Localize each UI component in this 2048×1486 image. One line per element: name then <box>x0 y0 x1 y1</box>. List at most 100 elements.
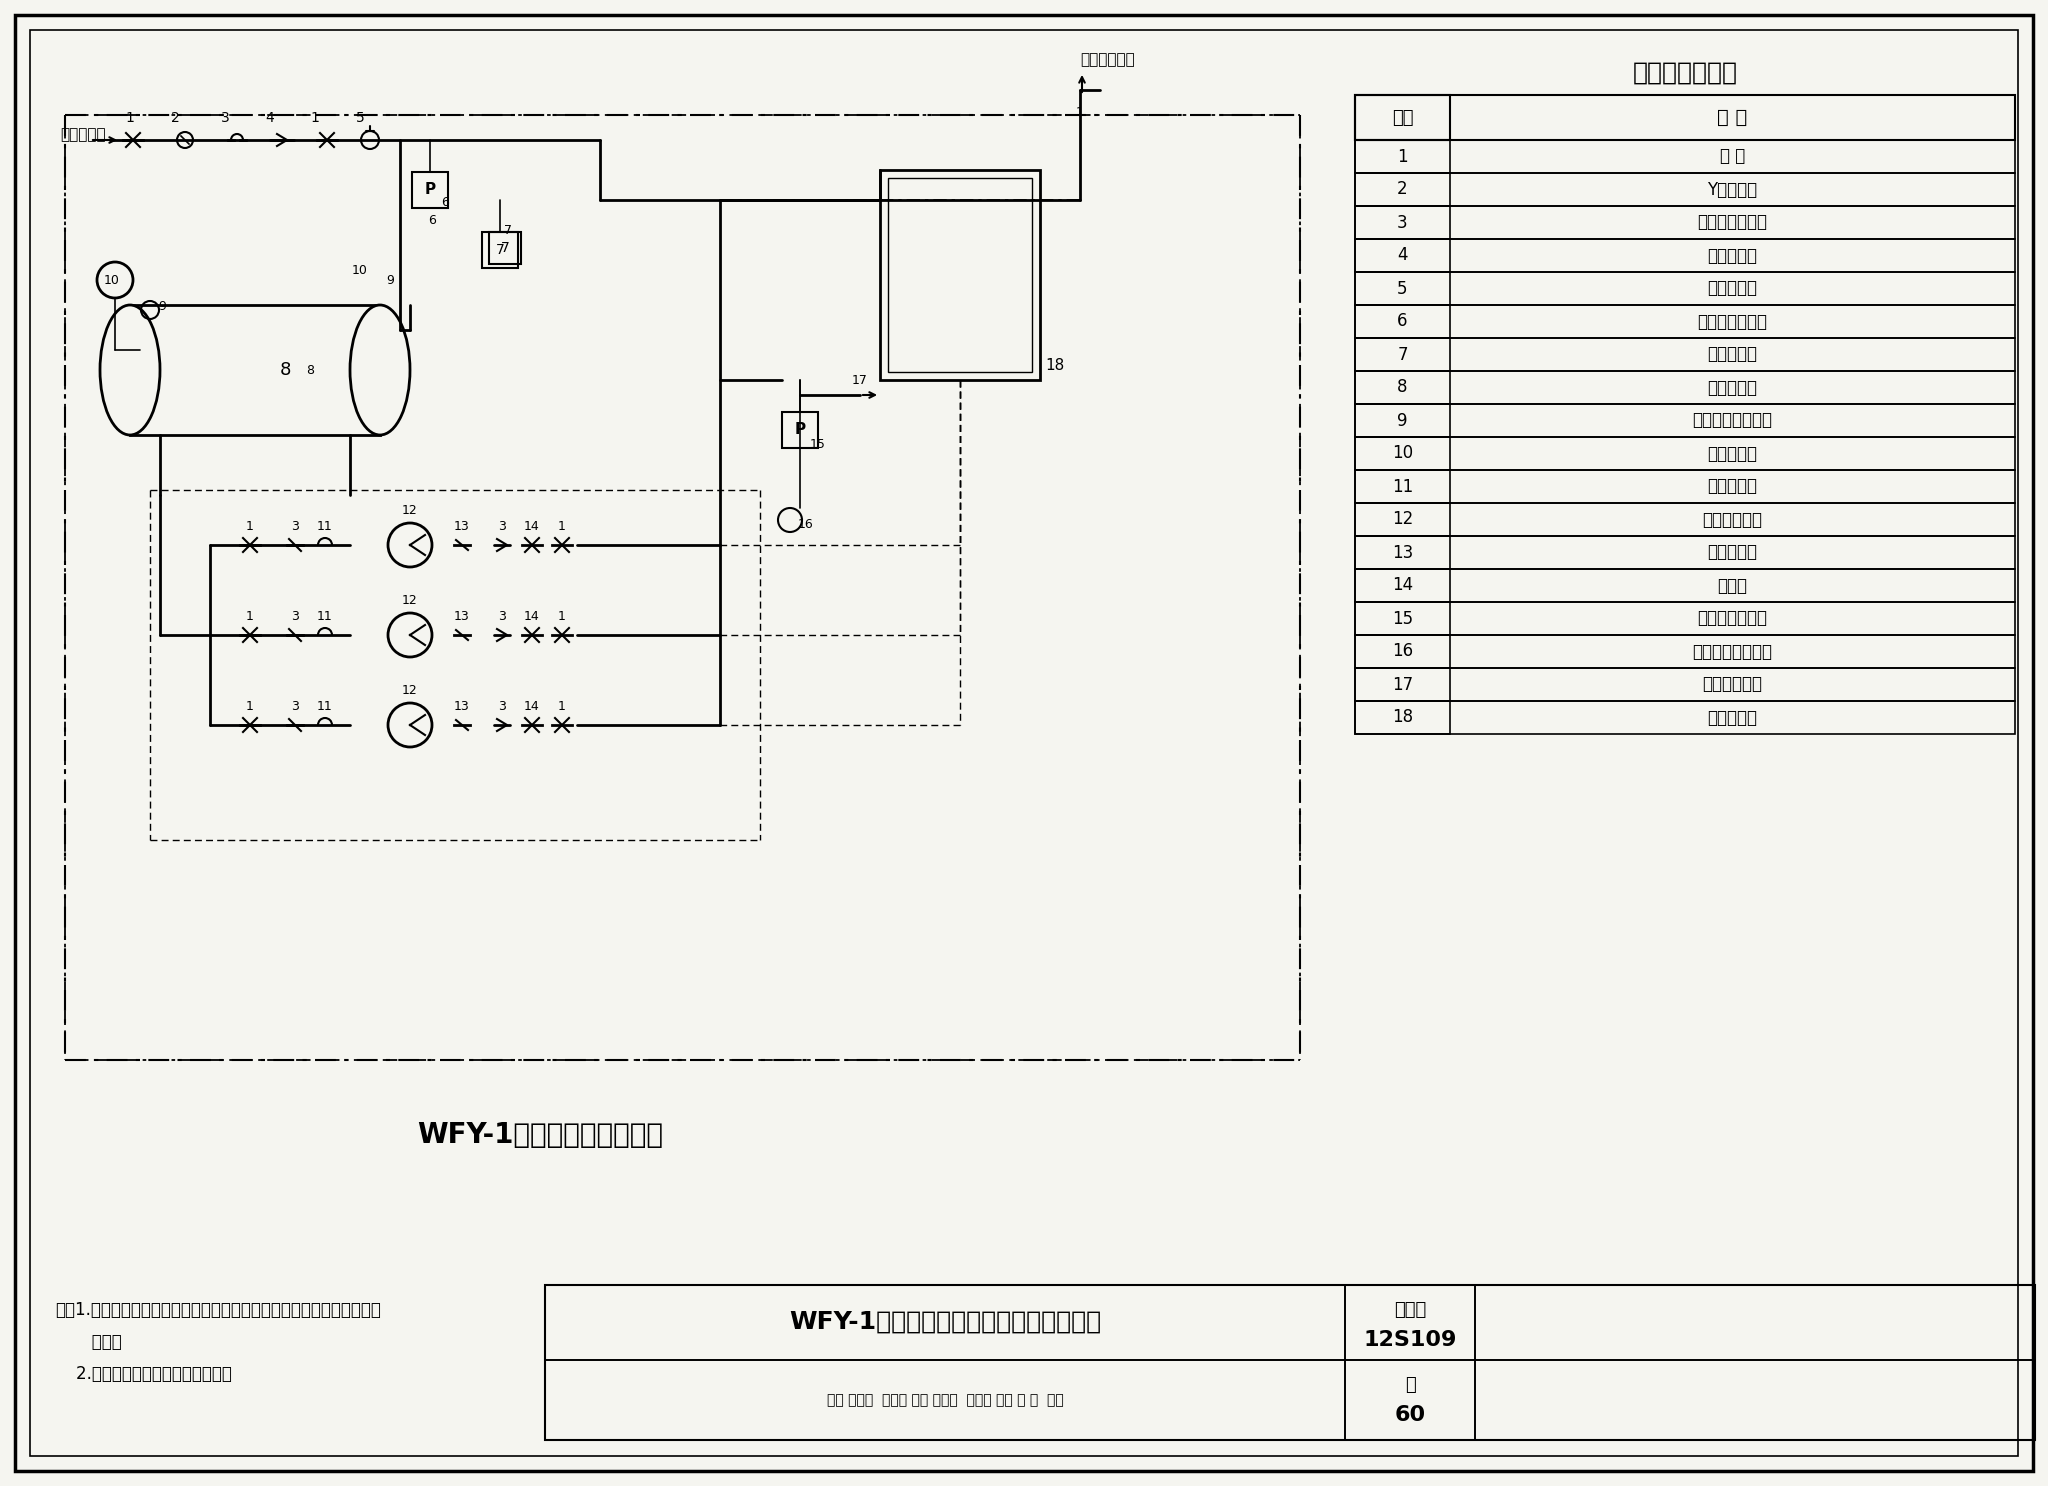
Text: 3: 3 <box>1397 214 1407 232</box>
Bar <box>1475 1285 2036 1360</box>
Text: 1: 1 <box>557 520 565 533</box>
Text: 13: 13 <box>455 520 469 533</box>
Text: 10: 10 <box>104 273 121 287</box>
Bar <box>1346 1285 1475 1360</box>
Text: 1: 1 <box>246 700 254 713</box>
Text: 1: 1 <box>557 700 565 713</box>
Bar <box>1356 305 2015 337</box>
Text: 进水压力传感器: 进水压力传感器 <box>1698 312 1767 330</box>
Bar <box>1356 404 1450 437</box>
Bar <box>1356 372 1450 404</box>
Bar <box>1356 470 2015 502</box>
Ellipse shape <box>350 305 410 435</box>
Text: 8: 8 <box>305 364 313 376</box>
Text: 止回阀: 止回阀 <box>1718 577 1747 594</box>
Bar <box>1356 635 2015 669</box>
Text: 6: 6 <box>1397 312 1407 330</box>
Bar <box>545 1285 2036 1440</box>
Text: 预留消毒接口: 预留消毒接口 <box>1702 676 1763 694</box>
Text: 出水压力传感器: 出水压力传感器 <box>1698 609 1767 627</box>
Bar <box>1356 669 1450 701</box>
Text: 就地压力表: 就地压力表 <box>1708 279 1757 297</box>
Text: 2: 2 <box>170 111 180 125</box>
Text: 14: 14 <box>524 700 541 713</box>
Bar <box>1356 437 1450 470</box>
Text: 11: 11 <box>1393 477 1413 495</box>
Text: 偏心异径管: 偏心异径管 <box>1708 477 1757 495</box>
Text: 12: 12 <box>1393 511 1413 529</box>
Text: Y型过滤器: Y型过滤器 <box>1708 180 1757 199</box>
Text: 13: 13 <box>455 700 469 713</box>
Bar <box>1356 701 2015 734</box>
Text: 3: 3 <box>498 520 506 533</box>
Text: 11: 11 <box>317 700 334 713</box>
Text: 9: 9 <box>158 300 166 312</box>
Text: 13: 13 <box>1393 544 1413 562</box>
Bar <box>1356 337 1450 372</box>
Bar <box>1356 239 2015 272</box>
Text: 9: 9 <box>387 273 393 287</box>
Text: 2: 2 <box>1397 180 1407 199</box>
Text: 6: 6 <box>428 214 436 226</box>
Bar <box>1356 437 2015 470</box>
Text: 3: 3 <box>291 611 299 624</box>
Text: 名 称: 名 称 <box>1718 108 1747 126</box>
Text: 14: 14 <box>1393 577 1413 594</box>
Text: 4: 4 <box>266 111 274 125</box>
Bar <box>481 232 518 267</box>
Bar <box>1356 305 1450 337</box>
Text: 12: 12 <box>401 593 418 606</box>
Bar <box>1356 701 1450 734</box>
Text: 倒流防止器: 倒流防止器 <box>1708 247 1757 265</box>
Bar <box>1356 404 2015 437</box>
Text: 11: 11 <box>317 520 334 533</box>
Text: 16: 16 <box>799 519 813 532</box>
Bar <box>1356 272 2015 305</box>
Text: 1: 1 <box>1075 106 1083 119</box>
Bar <box>1356 172 2015 207</box>
Text: 1: 1 <box>246 520 254 533</box>
Bar <box>1356 536 1450 569</box>
Text: 12S109: 12S109 <box>1364 1330 1456 1349</box>
Text: 进水电接点压力表: 进水电接点压力表 <box>1692 412 1772 429</box>
Text: 2.点划线内部分为厂家供货范围。: 2.点划线内部分为厂家供货范围。 <box>55 1366 231 1383</box>
Text: WFY-1系列供水设备系统组成及工作原理: WFY-1系列供水设备系统组成及工作原理 <box>788 1311 1102 1334</box>
Text: 图集号: 图集号 <box>1395 1302 1425 1320</box>
Text: 11: 11 <box>317 611 334 624</box>
Text: 蝶 阀: 蝶 阀 <box>1720 147 1745 165</box>
Text: 7: 7 <box>496 244 504 257</box>
Text: P: P <box>795 422 805 437</box>
Text: 自供水管网: 自供水管网 <box>59 128 106 143</box>
Text: 1: 1 <box>246 611 254 624</box>
Text: 编制。: 编制。 <box>55 1333 121 1351</box>
Text: 序号: 序号 <box>1393 108 1413 126</box>
Text: 60: 60 <box>1395 1404 1425 1425</box>
Bar <box>1356 536 2015 569</box>
Bar <box>1356 502 1450 536</box>
Text: 14: 14 <box>524 520 541 533</box>
Text: 6: 6 <box>440 196 449 208</box>
Bar <box>1356 669 2015 701</box>
Bar <box>1356 470 1450 502</box>
Bar <box>1356 502 2015 536</box>
Text: 15: 15 <box>811 438 825 452</box>
Text: 12: 12 <box>401 684 418 697</box>
Bar <box>1356 95 2015 140</box>
Bar <box>1356 272 1450 305</box>
Ellipse shape <box>100 305 160 435</box>
Bar <box>129 305 381 435</box>
Bar <box>1356 140 2015 172</box>
Bar <box>1356 207 1450 239</box>
Text: 18: 18 <box>1393 709 1413 727</box>
Bar <box>1356 337 2015 372</box>
Text: 变频调速泵组: 变频调速泵组 <box>1702 511 1763 529</box>
Bar <box>1356 372 2015 404</box>
Text: 3: 3 <box>291 700 299 713</box>
Text: 10: 10 <box>352 263 369 276</box>
Text: 出水电接点压力表: 出水电接点压力表 <box>1692 642 1772 660</box>
Text: 8: 8 <box>1397 379 1407 397</box>
Bar <box>545 1285 1346 1360</box>
Bar <box>889 178 1032 372</box>
Text: 18: 18 <box>1044 358 1065 373</box>
Text: 4: 4 <box>1397 247 1407 265</box>
